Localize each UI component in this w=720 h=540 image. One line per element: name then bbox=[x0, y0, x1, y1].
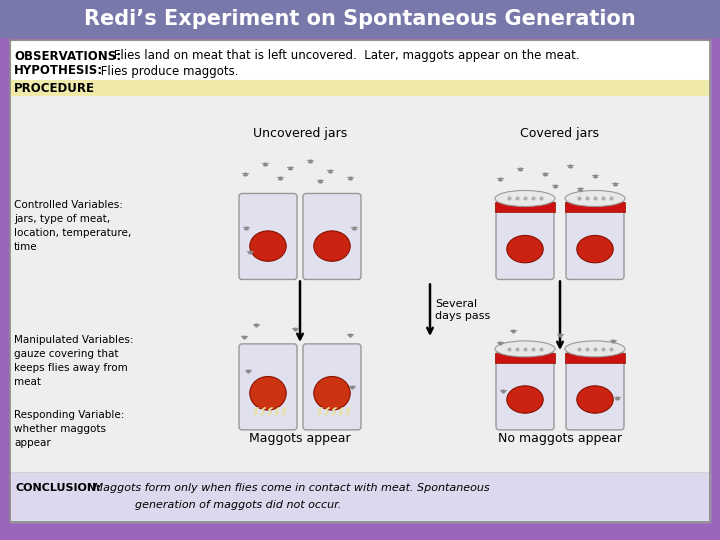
Bar bbox=[10, 472, 710, 522]
Text: HYPOTHESIS:: HYPOTHESIS: bbox=[14, 64, 103, 78]
Text: Maggots appear: Maggots appear bbox=[249, 433, 351, 446]
Text: generation of maggots did not occur.: generation of maggots did not occur. bbox=[135, 500, 341, 510]
Text: Controlled Variables:
jars, type of meat,
location, temperature,
time: Controlled Variables: jars, type of meat… bbox=[14, 200, 131, 253]
Ellipse shape bbox=[565, 341, 625, 357]
Text: Maggots form only when flies come in contact with meat. Spontaneous: Maggots form only when flies come in con… bbox=[90, 483, 490, 493]
Bar bbox=[565, 353, 625, 363]
Bar bbox=[10, 40, 710, 522]
Bar bbox=[495, 202, 555, 212]
FancyBboxPatch shape bbox=[239, 193, 297, 280]
Text: No maggots appear: No maggots appear bbox=[498, 433, 622, 446]
Ellipse shape bbox=[507, 235, 543, 263]
Ellipse shape bbox=[314, 376, 350, 410]
Text: PROCEDURE: PROCEDURE bbox=[14, 82, 95, 94]
Ellipse shape bbox=[250, 231, 287, 261]
FancyBboxPatch shape bbox=[566, 201, 624, 280]
Ellipse shape bbox=[250, 376, 287, 410]
Bar bbox=[495, 353, 555, 363]
Text: Redi’s Experiment on Spontaneous Generation: Redi’s Experiment on Spontaneous Generat… bbox=[84, 9, 636, 29]
Text: Flies land on meat that is left uncovered.  Later, maggots appear on the meat.: Flies land on meat that is left uncovere… bbox=[110, 50, 580, 63]
Text: Responding Variable:
whether maggots
appear: Responding Variable: whether maggots app… bbox=[14, 410, 125, 448]
Ellipse shape bbox=[495, 191, 555, 206]
FancyBboxPatch shape bbox=[566, 352, 624, 430]
Ellipse shape bbox=[314, 231, 350, 261]
Text: Several
days pass: Several days pass bbox=[435, 299, 490, 321]
Text: CONCLUSION:: CONCLUSION: bbox=[15, 483, 101, 493]
FancyBboxPatch shape bbox=[303, 344, 361, 430]
Bar bbox=[10, 96, 710, 522]
Bar bbox=[10, 40, 710, 522]
Ellipse shape bbox=[507, 386, 543, 413]
Text: Manipulated Variables:
gauze covering that
keeps flies away from
meat: Manipulated Variables: gauze covering th… bbox=[14, 335, 133, 387]
FancyBboxPatch shape bbox=[496, 201, 554, 280]
FancyBboxPatch shape bbox=[239, 344, 297, 430]
Ellipse shape bbox=[577, 386, 613, 413]
Bar bbox=[0, 0, 720, 38]
Ellipse shape bbox=[495, 341, 555, 357]
Text: Uncovered jars: Uncovered jars bbox=[253, 127, 347, 140]
FancyBboxPatch shape bbox=[303, 193, 361, 280]
Ellipse shape bbox=[565, 191, 625, 206]
Text: Covered jars: Covered jars bbox=[521, 127, 600, 140]
Text: Flies produce maggots.: Flies produce maggots. bbox=[97, 64, 238, 78]
Bar bbox=[10, 80, 710, 96]
Text: OBSERVATIONS:: OBSERVATIONS: bbox=[14, 50, 121, 63]
Ellipse shape bbox=[577, 235, 613, 263]
FancyBboxPatch shape bbox=[496, 352, 554, 430]
Bar bbox=[565, 202, 625, 212]
